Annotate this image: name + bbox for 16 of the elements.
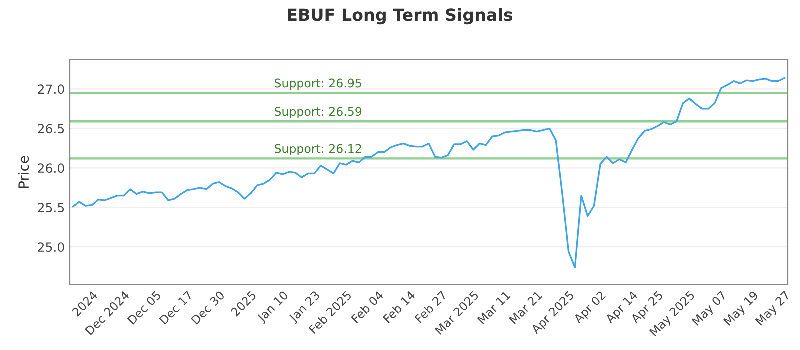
y-tick-label: 26.5 bbox=[38, 124, 64, 134]
chart-title: EBUF Long Term Signals bbox=[288, 8, 513, 25]
x-tick-label: Feb 04 bbox=[350, 290, 384, 324]
y-tick-label: 25.5 bbox=[38, 203, 64, 213]
y-axis-title: Price bbox=[18, 156, 30, 188]
x-tick-label: Apr 02 bbox=[573, 290, 608, 326]
x-tick-label: Dec 30 bbox=[190, 290, 226, 325]
line-series bbox=[72, 77, 786, 268]
y-tick-label: 26.0 bbox=[38, 164, 64, 174]
x-tick-label: Jan 10 bbox=[256, 290, 290, 324]
y-tick-label: 27.0 bbox=[38, 84, 64, 94]
y-tick-label: 25.0 bbox=[38, 242, 64, 252]
ref-line-label: Support: 26.95 bbox=[274, 78, 362, 90]
ref-line-label: Support: 26.12 bbox=[274, 144, 362, 156]
x-tick-label: Feb 14 bbox=[382, 290, 416, 324]
ref-line-label: Support: 26.59 bbox=[274, 107, 362, 118]
